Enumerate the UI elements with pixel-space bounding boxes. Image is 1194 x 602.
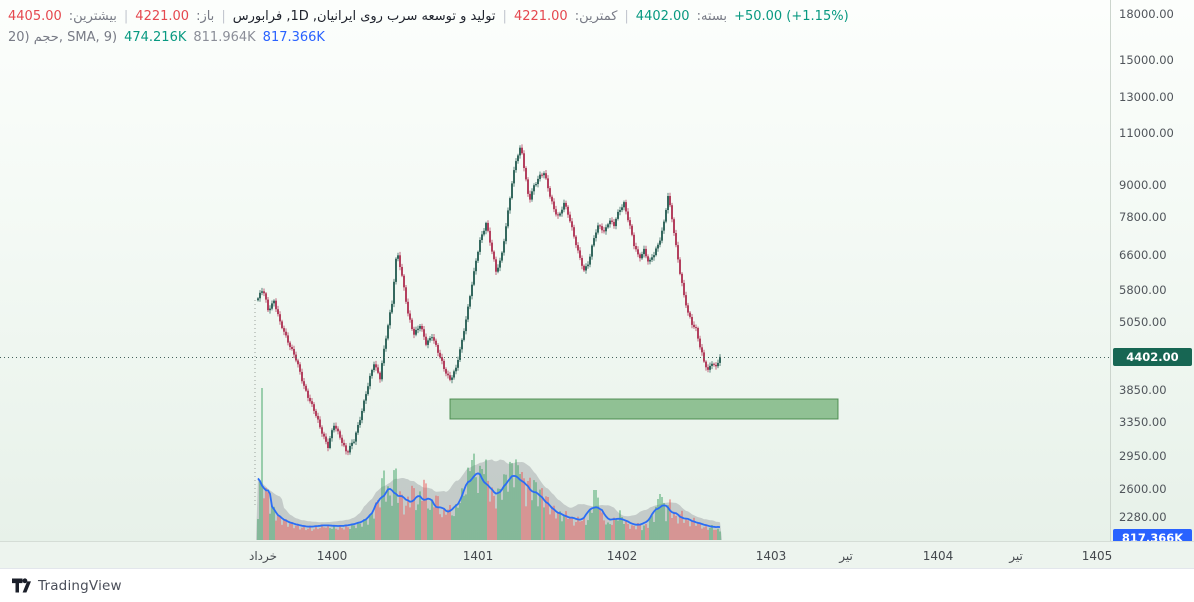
time-axis-label: 1401: [462, 548, 494, 563]
price-axis[interactable]: 18000.00 15000.00 13000.00 11000.00 9000.00 7…: [1110, 0, 1194, 547]
time-axis-label: 1402: [606, 548, 638, 563]
time-axis[interactable]: خرداد 1400 1401 1402 1403 تیر 1404 تیر 1405: [0, 541, 1194, 569]
volume-ma20-value: 811.964K: [193, 30, 256, 45]
legend-separator: |: [502, 9, 507, 24]
legend-close-value: 4402.00: [635, 9, 690, 24]
price-chart-canvas[interactable]: [0, 0, 1110, 541]
price-axis-label: 6600.00: [1119, 248, 1167, 262]
price-axis-label: 11000.00: [1119, 126, 1174, 140]
legend-close-label: بسته:: [696, 9, 728, 24]
time-axis-label: 1403: [755, 548, 787, 563]
price-axis-label: 18000.00: [1119, 7, 1174, 21]
candlestick-series: [257, 144, 721, 456]
legend-volume-row: 20) حجم, SMA, 9) 474.216K 811.964K 817.3…: [8, 27, 849, 48]
legend-high-value: 4405.00: [8, 9, 62, 24]
price-axis-label: 13000.00: [1119, 90, 1174, 104]
tradingview-logo[interactable]: TradingView: [12, 577, 122, 594]
legend-low-label: کمترین:: [574, 9, 618, 24]
price-axis-label: 2950.00: [1119, 449, 1167, 463]
legend-separator: |: [123, 9, 129, 24]
drawings: [254, 300, 839, 505]
chart-pane[interactable]: 4405.00 بیشترین: | 4221.00 باز: | تولید …: [0, 0, 1110, 541]
price-axis-label: 3350.00: [1119, 415, 1167, 429]
time-axis-label: خرداد: [248, 548, 278, 563]
time-axis-label: 1405: [1081, 548, 1113, 563]
time-axis-label: تیر: [1009, 548, 1023, 563]
symbol-title[interactable]: تولید و توسعه سرب روی ایرانیان, 1D, فراب…: [232, 9, 496, 24]
footer-bar: TradingView: [0, 568, 1194, 602]
tradingview-logo-text: TradingView: [38, 577, 122, 594]
price-axis-label: 7800.00: [1119, 210, 1167, 224]
legend-change-value: +50.00 (+1.15%): [734, 9, 849, 24]
legend-high-label: بیشترین:: [68, 9, 117, 24]
legend-open-label: باز:: [196, 9, 215, 24]
legend: 4405.00 بیشترین: | 4221.00 باز: | تولید …: [8, 6, 849, 48]
tradingview-logo-icon: [12, 578, 31, 593]
time-axis-label: 1400: [316, 548, 348, 563]
price-axis-label: 3850.00: [1119, 383, 1167, 397]
volume-indicator-label[interactable]: 20) حجم, SMA, 9): [8, 30, 118, 45]
chart-background: 4405.00 بیشترین: | 4221.00 باز: | تولید …: [0, 0, 1194, 547]
price-axis-label: 15000.00: [1119, 53, 1174, 67]
price-axis-label: 9000.00: [1119, 178, 1167, 192]
price-axis-label: 2280.00: [1119, 510, 1167, 524]
last-price-badge: 4402.00: [1113, 348, 1192, 366]
price-axis-label: 5800.00: [1119, 283, 1167, 297]
time-axis-label: تیر: [839, 548, 853, 563]
volume-sma9-value: 817.366K: [262, 30, 325, 45]
volume-series: [257, 388, 721, 540]
legend-open-value: 4221.00: [135, 9, 190, 24]
legend-separator: |: [221, 9, 226, 24]
volume-ma-line: [257, 472, 721, 528]
legend-ohlc-row: 4405.00 بیشترین: | 4221.00 باز: | تولید …: [8, 6, 849, 27]
price-axis-label: 5050.00: [1119, 315, 1167, 329]
volume-value: 474.216K: [124, 30, 187, 45]
volume-ma-polyline: [257, 472, 721, 528]
time-axis-label: 1404: [922, 548, 954, 563]
price-axis-label: 2600.00: [1119, 482, 1167, 496]
drawing-rectangle[interactable]: [449, 398, 839, 420]
legend-low-value: 4221.00: [513, 9, 568, 24]
legend-separator: |: [624, 9, 629, 24]
